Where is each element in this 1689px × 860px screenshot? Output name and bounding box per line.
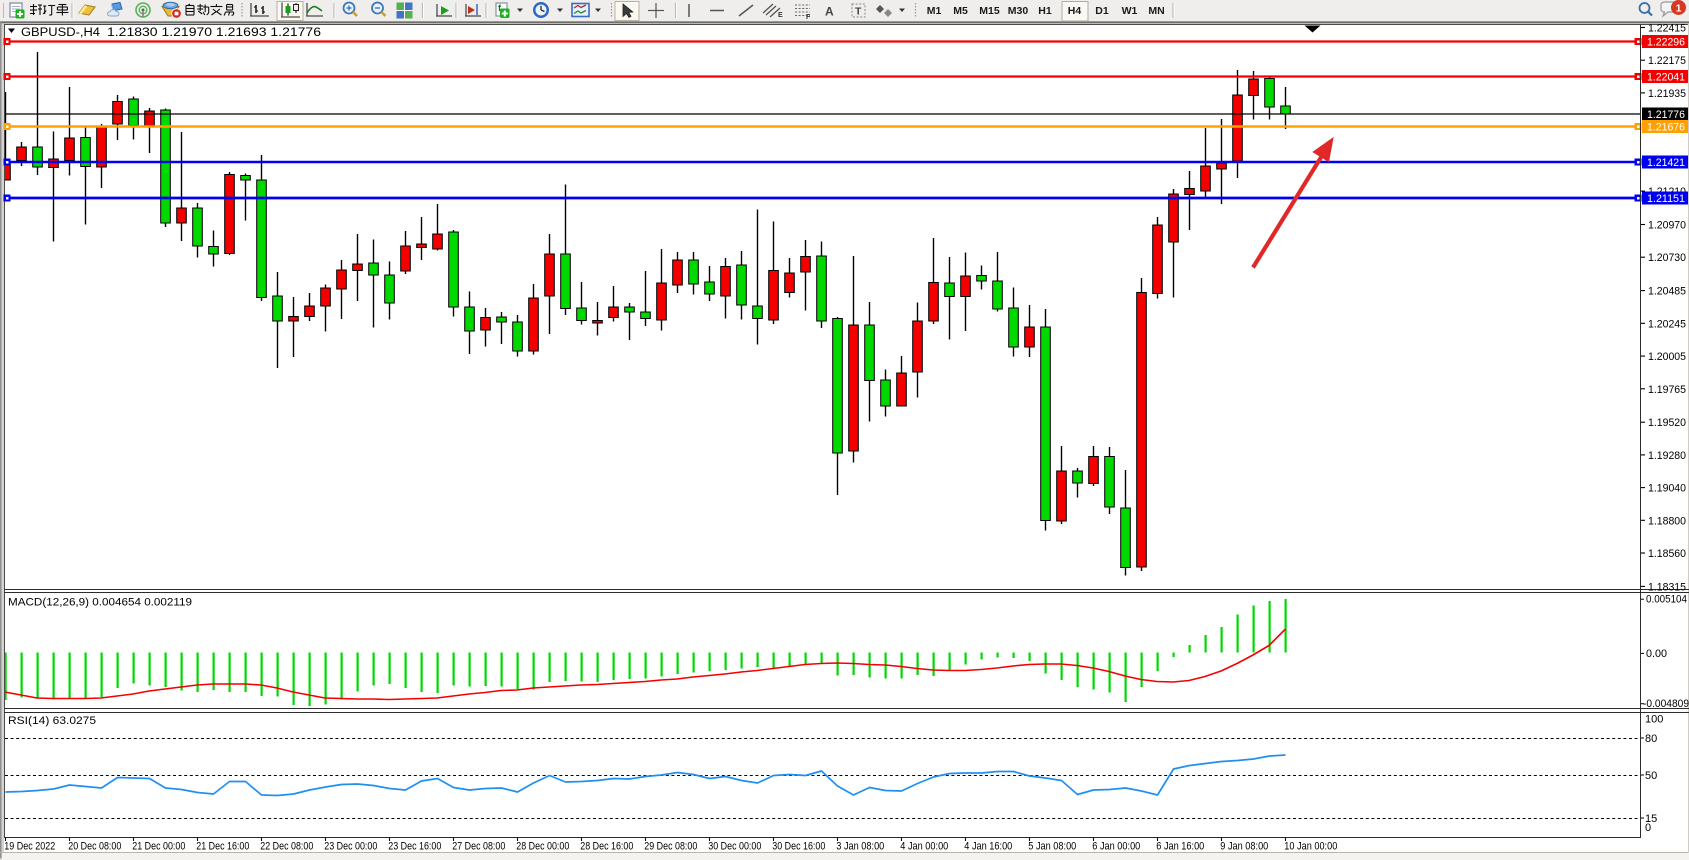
svg-text:21 Dec 00:00: 21 Dec 00:00 [132,841,185,853]
svg-text:30 Dec 00:00: 30 Dec 00:00 [708,841,761,853]
svg-text:1.21151: 1.21151 [1647,193,1685,205]
svg-text:1.20485: 1.20485 [1648,286,1686,298]
svg-text:0.005104: 0.005104 [1646,594,1687,606]
svg-text:29 Dec 08:00: 29 Dec 08:00 [644,841,697,853]
svg-text:1.18560: 1.18560 [1648,548,1686,560]
svg-text:RSI(14) 63.0275: RSI(14) 63.0275 [8,715,96,727]
svg-text:1.20970: 1.20970 [1648,220,1686,232]
svg-text:H4: H4 [1068,5,1082,17]
svg-text:4 Jan 00:00: 4 Jan 00:00 [900,841,948,853]
svg-text:1.19765: 1.19765 [1648,384,1686,396]
svg-text:21 Dec 16:00: 21 Dec 16:00 [196,841,249,853]
svg-text:10 Jan 00:00: 10 Jan 00:00 [1284,841,1337,853]
svg-text:0: 0 [1645,822,1651,834]
svg-text:1.21776: 1.21776 [1647,109,1685,121]
svg-text:1.20730: 1.20730 [1648,252,1686,264]
svg-text:1.22175: 1.22175 [1648,55,1686,67]
svg-text:0.00: 0.00 [1646,648,1667,660]
svg-text:9 Jan 08:00: 9 Jan 08:00 [1220,841,1268,853]
svg-text:1.19040: 1.19040 [1648,483,1686,495]
svg-text:M30: M30 [1008,5,1029,17]
svg-text:W1: W1 [1122,5,1138,17]
svg-text:23 Dec 16:00: 23 Dec 16:00 [388,841,441,853]
svg-text:M1: M1 [927,5,942,17]
svg-text:30 Dec 16:00: 30 Dec 16:00 [772,841,825,853]
svg-text:6 Jan 00:00: 6 Jan 00:00 [1092,841,1140,853]
svg-text:MN: MN [1148,5,1164,17]
svg-text:1.22296: 1.22296 [1647,37,1685,49]
svg-text:H1: H1 [1038,5,1052,17]
svg-text:A: A [825,5,834,19]
svg-text:1.20005: 1.20005 [1648,351,1686,363]
svg-text:1.22041: 1.22041 [1647,72,1685,84]
svg-text:100: 100 [1645,714,1663,726]
svg-text:6 Jan 16:00: 6 Jan 16:00 [1156,841,1204,853]
svg-text:1.18800: 1.18800 [1648,515,1686,527]
svg-text:23 Dec 00:00: 23 Dec 00:00 [324,841,377,853]
svg-text:50: 50 [1645,770,1657,782]
svg-text:-0.004809: -0.004809 [1643,698,1689,710]
svg-text:1.19280: 1.19280 [1648,450,1686,462]
svg-text:22 Dec 08:00: 22 Dec 08:00 [260,841,313,853]
svg-text:28 Dec 00:00: 28 Dec 00:00 [516,841,569,853]
svg-text:D1: D1 [1095,5,1109,17]
svg-text:1.21676: 1.21676 [1647,122,1685,134]
svg-text:E: E [778,12,783,19]
svg-text:1.21830 1.21970 1.21693 1.2177: 1.21830 1.21970 1.21693 1.21776 [107,27,321,39]
svg-text:19 Dec 2022: 19 Dec 2022 [4,841,55,853]
svg-text:28 Dec 16:00: 28 Dec 16:00 [580,841,633,853]
svg-text:1.20245: 1.20245 [1648,318,1686,330]
svg-text:T: T [855,6,862,18]
svg-text:20 Dec 08:00: 20 Dec 08:00 [68,841,121,853]
svg-text:1.21421: 1.21421 [1647,157,1685,169]
svg-text:5 Jan 08:00: 5 Jan 08:00 [1028,841,1076,853]
svg-text:M15: M15 [979,5,1000,17]
svg-text:4 Jan 16:00: 4 Jan 16:00 [964,841,1012,853]
svg-text:F: F [806,14,811,21]
svg-text:1.21935: 1.21935 [1648,88,1686,100]
svg-text:15: 15 [1645,813,1657,825]
svg-text:1: 1 [1676,3,1682,15]
svg-text:80: 80 [1645,733,1657,745]
svg-text:f: f [498,3,502,13]
svg-text:GBPUSD-,H4: GBPUSD-,H4 [21,27,101,39]
svg-text:3 Jan 08:00: 3 Jan 08:00 [836,841,884,853]
svg-text:M5: M5 [953,5,968,17]
svg-text:1.22415: 1.22415 [1648,23,1686,35]
svg-text:27 Dec 08:00: 27 Dec 08:00 [452,841,505,853]
svg-text:1.19520: 1.19520 [1648,417,1686,429]
svg-text:MACD(12,26,9) 0.004654 0.00211: MACD(12,26,9) 0.004654 0.002119 [8,597,192,609]
svg-text:1.18315: 1.18315 [1648,581,1686,593]
